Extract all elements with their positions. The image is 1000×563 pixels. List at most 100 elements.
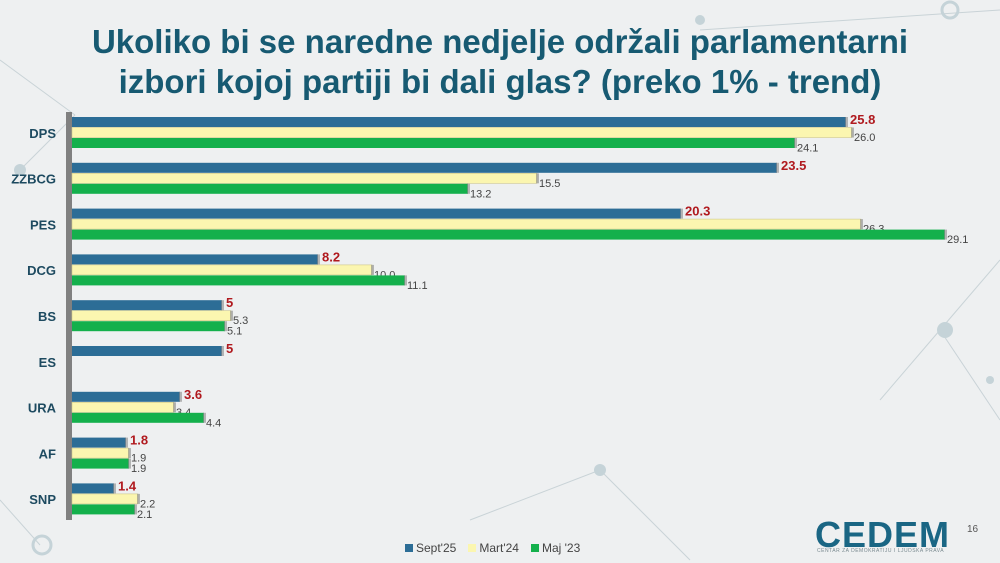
- bar-dps-0: [72, 117, 846, 127]
- bar-edge: [776, 162, 779, 173]
- title-line-2: izbori kojoj partiji bi dali glas? (prek…: [118, 63, 882, 100]
- category-label: SNP: [29, 492, 56, 507]
- data-label: 20.3: [685, 204, 710, 219]
- bar-dps-1: [71, 127, 853, 138]
- bar-ura-1: [71, 401, 175, 413]
- legend-label: Sept'25: [416, 541, 457, 555]
- bar-edge: [128, 448, 131, 459]
- bar-af-0: [72, 437, 126, 448]
- bar-edge: [851, 127, 854, 138]
- category-label: URA: [28, 401, 57, 416]
- bar-edge: [536, 173, 539, 184]
- legend-item-mart24: Mart'24: [468, 541, 519, 555]
- bar-edge: [173, 402, 176, 413]
- legend-item-sept25: Sept'25: [405, 541, 456, 555]
- bar-bs-1: [71, 310, 232, 322]
- legend-swatch: [468, 544, 477, 552]
- legend-label: Mart'24: [479, 541, 519, 555]
- bar-es-0: [72, 346, 222, 356]
- category-label: ZZBCG: [11, 172, 56, 187]
- legend: Sept'25 Mart'24 Maj '23: [405, 541, 580, 555]
- bar-edge: [125, 437, 128, 448]
- category-label: AF: [39, 446, 56, 461]
- y-axis: [66, 112, 72, 520]
- data-label: 11.1: [407, 280, 428, 292]
- page-number: 16: [967, 524, 979, 535]
- category-label: BS: [38, 309, 56, 324]
- category-label: DPS: [29, 126, 56, 141]
- bar-pes-1: [71, 218, 862, 230]
- data-label: 2.1: [137, 509, 152, 521]
- data-label: 13.2: [470, 188, 491, 200]
- bar-ura-0: [72, 391, 180, 402]
- data-label: 5: [226, 341, 233, 356]
- bar-pes-2: [72, 229, 945, 240]
- data-label: 1.9: [131, 453, 146, 465]
- bar-edge: [221, 346, 224, 356]
- bar-edge: [467, 183, 470, 194]
- data-label: 4.4: [206, 417, 221, 429]
- bar-bs-2: [72, 321, 225, 332]
- bar-zzbcg-2: [72, 183, 468, 194]
- bar-edge: [794, 138, 797, 148]
- bar-edge: [221, 300, 224, 311]
- data-label: 5.1: [227, 326, 242, 338]
- data-label: 29.1: [947, 234, 968, 246]
- bar-edge: [944, 229, 947, 240]
- bar-edge: [203, 412, 206, 423]
- bar-af-2: [72, 458, 129, 469]
- bar-ura-2: [72, 412, 204, 423]
- bar-edge: [317, 254, 320, 265]
- bar-edge: [113, 483, 116, 494]
- bar-edge: [128, 458, 131, 469]
- bar-dcg-1: [71, 264, 373, 276]
- data-label: 23.5: [781, 158, 806, 173]
- bar-edge: [179, 391, 182, 402]
- data-label: 1.8: [130, 433, 148, 448]
- legend-swatch: [405, 544, 413, 552]
- bar-bs-0: [72, 300, 222, 311]
- bar-edge: [680, 208, 683, 219]
- cedem-logo: CEDEM: [815, 514, 951, 555]
- bar-edge: [137, 493, 140, 504]
- category-label: ES: [39, 355, 57, 370]
- bar-edge: [404, 275, 407, 286]
- bar-snp-1: [71, 493, 139, 505]
- data-label: 26.0: [854, 132, 875, 144]
- chart-title: Ukoliko bi se naredne nedjelje održali p…: [0, 22, 1000, 102]
- cedem-logo-subtitle: CENTAR ZA DEMOKRATIJU I LJUDSKA PRAVA: [817, 548, 945, 554]
- legend-item-maj23: Maj '23: [530, 541, 581, 555]
- category-label: PES: [30, 217, 56, 232]
- legend-label: Maj '23: [541, 541, 581, 555]
- bar-snp-0: [72, 483, 114, 494]
- legend-swatch: [530, 544, 539, 552]
- bar-af-1: [71, 447, 130, 459]
- data-label: 1.4: [118, 478, 137, 493]
- data-label: 3.6: [184, 387, 202, 402]
- data-label: 8.2: [322, 249, 340, 264]
- data-label: 15.5: [539, 178, 560, 190]
- data-label: 5.3: [233, 315, 248, 327]
- bar-edge: [845, 117, 848, 127]
- bar-edge: [371, 264, 374, 275]
- data-label: 2.2: [140, 498, 155, 510]
- bar-snp-2: [72, 504, 135, 515]
- bar-edge: [224, 321, 227, 332]
- category-label: DCG: [27, 263, 56, 278]
- data-label: 24.1: [797, 143, 818, 155]
- bar-pes-0: [72, 208, 681, 219]
- data-label: 1.9: [131, 463, 146, 475]
- bar-zzbcg-1: [71, 173, 538, 184]
- bar-dps-2: [72, 138, 795, 148]
- bar-dcg-0: [72, 254, 318, 265]
- data-label: 25.8: [850, 112, 875, 127]
- bar-edge: [860, 219, 863, 230]
- title-line-1: Ukoliko bi se naredne nedjelje održali p…: [91, 23, 909, 60]
- data-label: 5: [226, 295, 233, 310]
- bar-dcg-2: [72, 275, 405, 286]
- bar-edge: [230, 310, 233, 321]
- bar-edge: [134, 504, 137, 515]
- bar-zzbcg-0: [72, 162, 777, 173]
